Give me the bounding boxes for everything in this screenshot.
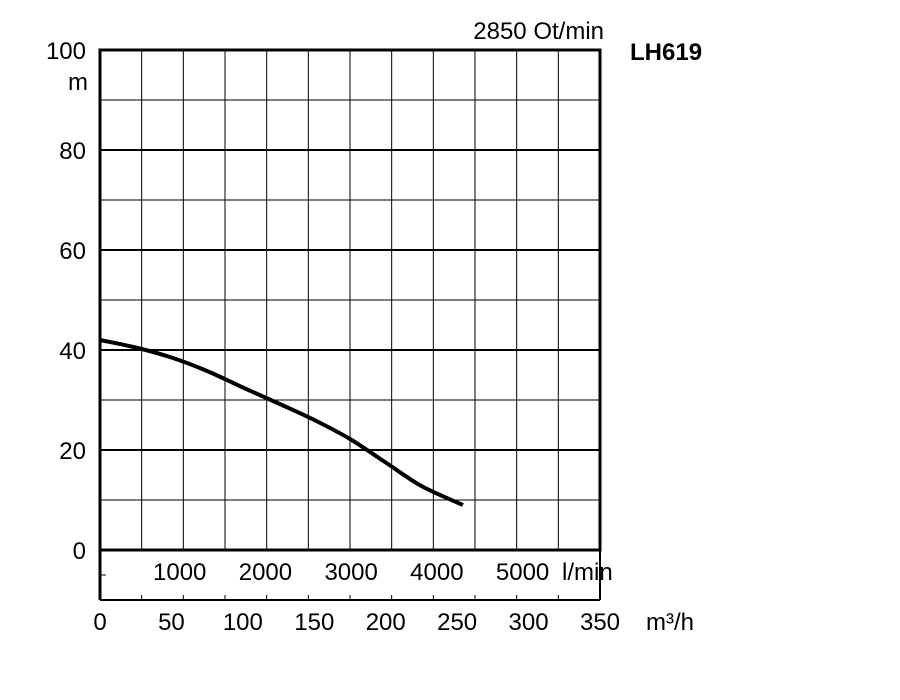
grid-lines [100, 50, 600, 550]
x2-tick-label: 2000 [239, 559, 292, 586]
axis-lines [98, 550, 601, 601]
x-tick-label: 100 [223, 609, 263, 636]
y-tick-label: 20 [59, 438, 86, 465]
y-tick-label: 60 [59, 238, 86, 265]
x-tick-label: 0 [93, 609, 106, 636]
x-tick-label: 350 [580, 609, 620, 636]
series-line [99, 338, 464, 507]
speed-label: 2850 Ot/min [473, 18, 604, 45]
x-axis-label: m³/h [646, 609, 694, 636]
x-tick-label: 250 [437, 609, 477, 636]
x-tick-label: 200 [366, 609, 406, 636]
x2-tick-label: 3000 [324, 559, 377, 586]
x2-tick-labels: 1000 2000 3000 4000 5000 [153, 559, 549, 586]
y-axis-label: m [68, 69, 88, 96]
x-tick-labels: 0 50 100 150 200 250 300 350 [93, 609, 620, 636]
y-tick-label: 100 [46, 38, 86, 65]
chart-title: LH619 [630, 39, 702, 66]
series-layer [99, 338, 464, 507]
y-tick-label: 0 [73, 538, 86, 565]
plot-frame [98, 48, 602, 552]
x2-tick-label: 1000 [153, 559, 206, 586]
y-tick-label: 40 [59, 338, 86, 365]
x-tick-label: 150 [294, 609, 334, 636]
y-tick-label: 80 [59, 138, 86, 165]
x-tick-label: 50 [158, 609, 185, 636]
x2-tick-label: 5000 [496, 559, 549, 586]
x2-tick-label: 4000 [410, 559, 463, 586]
x-tick-label: 300 [509, 609, 549, 636]
y-tick-labels: 0 20 40 60 80 100 [46, 38, 86, 565]
x2-axis-label: l/min [562, 559, 613, 586]
